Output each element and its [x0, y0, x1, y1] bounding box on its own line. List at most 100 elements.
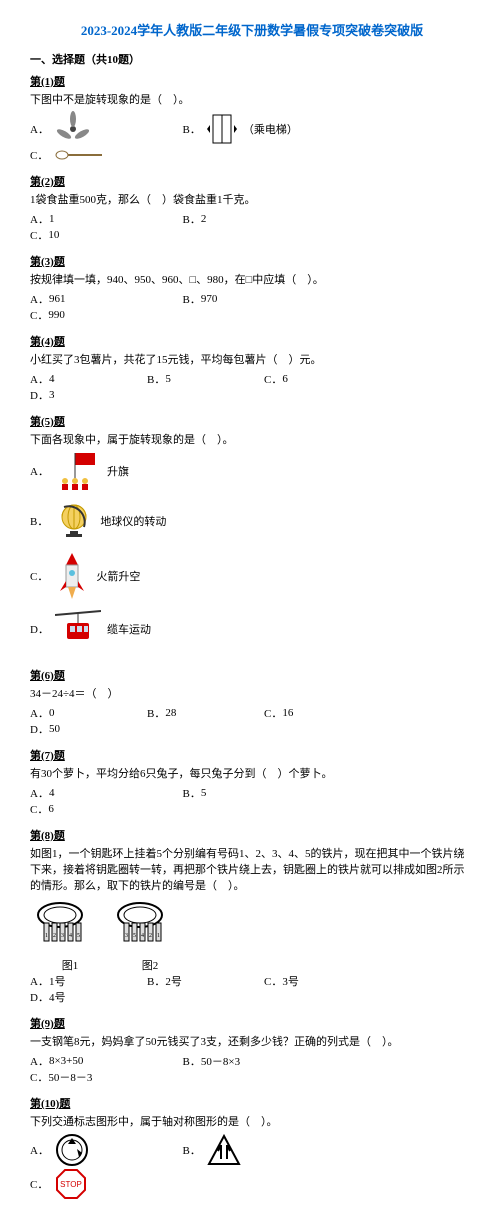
option: B． [183, 1133, 330, 1167]
option-label: 2号 [165, 973, 182, 989]
option: A． [30, 1133, 177, 1167]
option: B．28 [147, 705, 258, 721]
globe-icon [54, 499, 94, 543]
option-key: A． [30, 1053, 49, 1069]
option: C．6 [264, 371, 375, 387]
option-key: C． [264, 973, 282, 989]
question-label: 第(8)题 [30, 827, 474, 843]
option-label: 4 [49, 787, 55, 799]
option: A．1号 [30, 973, 141, 989]
option-key: D． [30, 387, 49, 403]
option-label: 50－8－3 [48, 1069, 92, 1085]
option-key: A． [30, 463, 49, 479]
option-label: 990 [48, 309, 65, 321]
question-block: 第(1)题下图中不是旋转现象的是（ ）。A．B．（乘电梯）C． [30, 73, 474, 163]
question-text: 一支钢笔8元，妈妈拿了50元钱买了3支，还剩多少钱？正确的列式是（ ）。 [30, 1033, 474, 1049]
option-key: A． [30, 371, 49, 387]
options-row: A．1号B．2号C．3号D．4号 [30, 973, 474, 1005]
option-key: B． [183, 211, 201, 227]
option-label: 2 [201, 213, 207, 225]
question-label: 第(7)题 [30, 747, 474, 763]
option: D．3 [30, 387, 141, 403]
option: B．2 [183, 211, 330, 227]
question-block: 第(6)题34－24÷4＝（ ）A．0B．28C．16D．50 [30, 667, 474, 737]
figure-captions: 图1图2 [30, 957, 474, 973]
option: B．970 [183, 291, 330, 307]
option-key: C． [264, 705, 282, 721]
options-row: A．4 B．5 C．6 D．3 [30, 371, 474, 403]
option-key: C． [30, 801, 48, 817]
options-row: A．4B．5C．6 [30, 785, 474, 817]
question-label: 第(10)题 [30, 1095, 474, 1111]
option: C．50－8－3 [30, 1069, 177, 1085]
option-label: 10 [48, 229, 59, 241]
option-label: 50－8×3 [201, 1053, 240, 1069]
option: C．10 [30, 227, 177, 243]
question-block: 第(9)题一支钢笔8元，妈妈拿了50元钱买了3支，还剩多少钱？正确的列式是（ ）… [30, 1015, 474, 1085]
question-label: 第(4)题 [30, 333, 474, 349]
option-key: D． [30, 989, 49, 1005]
options-row: A． B．C．STOP [30, 1133, 474, 1201]
svg-text:1: 1 [45, 933, 48, 939]
option-label: 5 [165, 373, 171, 385]
options-row: A．8×3+50 B．50－8×3 C．50－8－3 [30, 1053, 474, 1085]
options-row: A．1 B．2 C．10 [30, 211, 474, 243]
option-key: C． [30, 307, 48, 323]
option-label: 1 [49, 213, 55, 225]
triangle-icon [207, 1133, 241, 1167]
circle-arrow-icon [55, 1133, 89, 1167]
question-label: 第(1)题 [30, 73, 474, 89]
question-text: 小红买了3包薯片，共花了15元钱，平均每包薯片（ ）元。 [30, 351, 474, 367]
option: A．961 [30, 291, 177, 307]
option: C． [30, 147, 177, 163]
option-key: A． [30, 1142, 49, 1158]
svg-text:2: 2 [53, 933, 56, 939]
question-label: 第(9)题 [30, 1015, 474, 1031]
options-row: A．0B．28C．16D．50 [30, 705, 474, 737]
option: B．2号 [147, 973, 258, 989]
option-key: B． [183, 785, 201, 801]
option-key: C． [30, 1069, 48, 1085]
option: A．1 [30, 211, 177, 227]
option: C．6 [30, 801, 177, 817]
option-key: C． [264, 371, 282, 387]
question-text: 下列交通标志图形中，属于轴对称图形的是（ ）。 [30, 1113, 474, 1129]
elevator-icon [207, 111, 237, 147]
option: C．火箭升空 [30, 551, 252, 601]
option-label: 升旗 [107, 463, 129, 479]
question-text: 如图1，一个钥匙环上挂着5个分别编有号码1、2、3、4、5的铁片，现在把其中一个… [30, 845, 474, 893]
option-label: 5 [201, 787, 207, 799]
question-label: 第(6)题 [30, 667, 474, 683]
option-label: （乘电梯） [243, 121, 298, 137]
option: C．STOP [30, 1167, 177, 1201]
option-label: 3号 [282, 973, 299, 989]
option: A．4 [30, 371, 141, 387]
option-label: 28 [165, 707, 176, 719]
options-row: A．961 B．970 C．990 [30, 291, 474, 323]
question-text: 1袋食盐重500克，那么（ ）袋食盐重1千克。 [30, 191, 474, 207]
svg-text:3: 3 [125, 933, 128, 939]
option: D．缆车运动 [30, 609, 252, 649]
question-block: 第(10)题下列交通标志图形中，属于轴对称图形的是（ ）。 A． B．C．STOP [30, 1095, 474, 1201]
page-title: 2023-2024学年人教版二年级下册数学暑假专项突破卷突破版 [30, 20, 474, 39]
svg-text:STOP: STOP [61, 1180, 83, 1189]
option: B．50－8×3 [183, 1053, 330, 1069]
option: C．16 [264, 705, 375, 721]
question-block: 第(8)题如图1，一个钥匙环上挂着5个分别编有号码1、2、3、4、5的铁片，现在… [30, 827, 474, 1005]
option-label: 1号 [49, 973, 66, 989]
question-block: 第(7)题有30个萝卜，平均分给6只兔子，每只兔子分到（ ）个萝卜。A．4B．5… [30, 747, 474, 817]
option-label: 16 [282, 707, 293, 719]
svg-text:2: 2 [149, 933, 152, 939]
option-key: A． [30, 291, 49, 307]
option-label: 970 [201, 293, 218, 305]
option: B．5 [147, 371, 258, 387]
svg-text:3: 3 [61, 933, 64, 939]
option: C．990 [30, 307, 177, 323]
option-key: B． [147, 705, 165, 721]
question-label: 第(2)题 [30, 173, 474, 189]
option-key: C． [30, 147, 48, 163]
option-label: 50 [49, 723, 60, 735]
question-block: 第(2)题 1袋食盐重500克，那么（ ）袋食盐重1千克。 A．1 B．2 C．10 [30, 173, 474, 243]
option: A．8×3+50 [30, 1053, 177, 1069]
option: B．5 [183, 785, 330, 801]
